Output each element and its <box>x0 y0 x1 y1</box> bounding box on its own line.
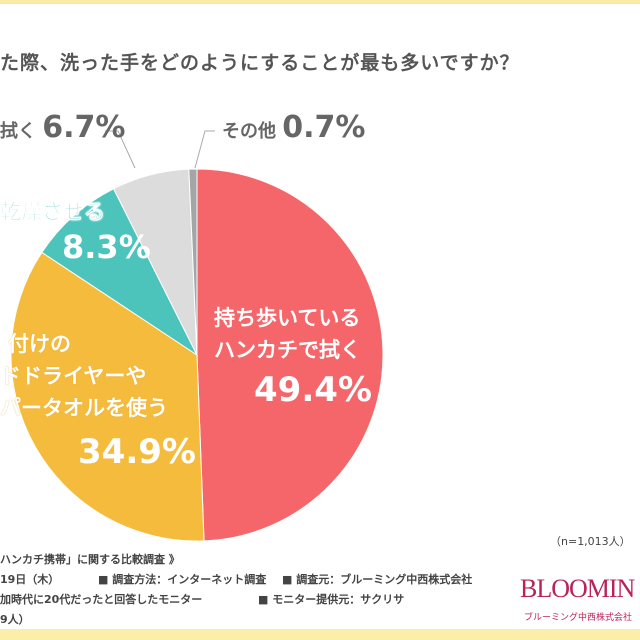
label-dryer-line-2: ドドライヤーや <box>0 364 147 388</box>
pie-slice-4 <box>188 168 198 356</box>
footer-line-4: 9人） <box>0 613 30 626</box>
pie-slice-2 <box>41 188 199 357</box>
footer-provider: ■ モニター提供元：サクリサ <box>258 593 405 606</box>
value-wipe: 6.7% <box>42 110 126 145</box>
label-wipe-text: 拭く <box>0 121 36 142</box>
footer-method: ■ 調査方法：インターネット調査 <box>98 573 267 586</box>
label-wipe: 拭く 6.7% <box>0 110 125 145</box>
value-handkerchief: 49.4% <box>254 370 372 410</box>
label-other-text: その他 <box>222 121 276 142</box>
top-band <box>0 0 640 4</box>
logo: BLOOMIN <box>520 574 635 603</box>
footer-line-1: ハンカチ携帯」に関する比較調査 》 <box>0 553 180 566</box>
pie-slice-1 <box>10 251 205 542</box>
label-handkerchief: 持ち歩いている ハンカチで拭く <box>214 302 361 366</box>
label-handkerchief-line-2: ハンカチで拭く <box>214 338 361 362</box>
sample-size: （n=1,013人） <box>550 535 631 548</box>
logo-subtext: ブルーミング中西株式会社 <box>524 613 633 623</box>
bottom-band <box>0 629 640 640</box>
footer-source: ■ 調査元：ブルーミング中西株式会社 <box>282 573 473 586</box>
value-dryer: 34.9% <box>78 432 196 472</box>
leader-line-other <box>194 130 215 169</box>
label-handkerchief-line-1: 持ち歩いている <box>214 306 361 330</box>
value-airdry: 8.3% <box>62 228 151 266</box>
label-dryer: 付けの ドドライヤーや パータオルを使う <box>0 328 168 424</box>
footer-line-3: 加時代に20代だったと回答したモニター <box>0 593 203 606</box>
chart-title: た際、洗った手をどのようにすることが最も多いですか？ <box>0 52 520 74</box>
leader-line-wipe <box>105 130 136 169</box>
label-airdry: 乾燥させる <box>0 200 105 225</box>
footer-line-2: 19日（木） <box>0 573 60 586</box>
pie-slice-0 <box>196 168 384 542</box>
label-dryer-line-1: 付けの <box>8 332 71 356</box>
value-other: 0.7% <box>282 110 366 145</box>
label-dryer-line-3: パータオルを使う <box>0 396 168 420</box>
label-other: その他 0.7% <box>222 110 365 145</box>
